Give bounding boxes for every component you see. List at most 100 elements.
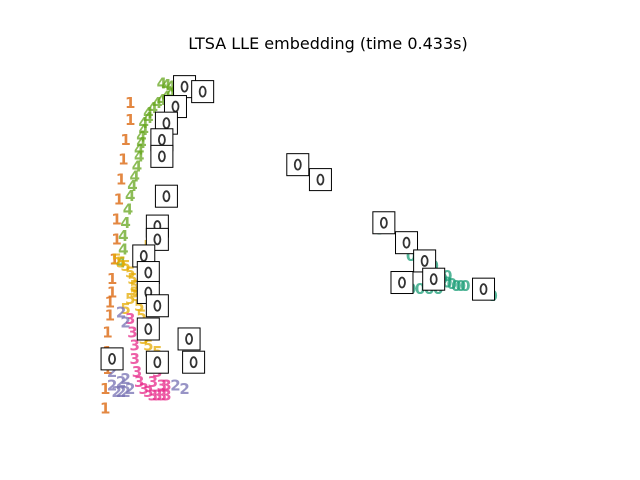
digit-thumbnail	[286, 153, 310, 177]
point-digit-4: 4	[134, 141, 144, 159]
point-digit-4: 4	[166, 84, 176, 102]
point-digit-3: 3	[148, 373, 158, 391]
thumbnail-digit-glyph	[420, 255, 429, 267]
point-digit-5: 5	[129, 277, 139, 295]
thumbnail-digit-glyph	[479, 283, 488, 296]
digit-thumbnail	[308, 168, 332, 192]
point-digit-1: 1	[114, 191, 124, 209]
thumbnail-digit-glyph	[185, 333, 193, 345]
point-digit-4: 4	[136, 134, 146, 152]
point-digit-4: 4	[129, 167, 139, 185]
point-digit-1: 1	[125, 111, 135, 129]
point-digit-1: 1	[102, 323, 112, 341]
point-digit-5: 5	[111, 250, 121, 268]
thumbnail-digit-glyph	[398, 276, 406, 289]
thumbnail-digit-glyph	[162, 117, 171, 130]
point-digit-1: 1	[111, 230, 121, 248]
digit-thumbnail	[145, 350, 169, 374]
point-digit-1: 1	[118, 151, 128, 169]
thumbnail-digit-glyph	[153, 299, 162, 312]
point-digit-4: 4	[136, 127, 146, 145]
digit-thumbnails-layer	[100, 75, 496, 374]
point-digit-2: 2	[116, 383, 126, 401]
digit-thumbnail	[136, 261, 160, 285]
point-digit-0: 0	[415, 280, 425, 298]
point-digit-0: 0	[406, 247, 416, 265]
point-digit-1: 1	[125, 94, 135, 112]
point-digit-4: 4	[118, 240, 128, 258]
point-digit-3: 3	[157, 386, 167, 404]
point-digit-2: 2	[120, 383, 130, 401]
thumbnail-digit-glyph	[316, 173, 325, 186]
point-digit-3: 3	[139, 380, 149, 398]
thumbnail-digit-glyph	[144, 266, 153, 279]
digit-thumbnail	[154, 184, 178, 208]
point-digit-2: 2	[120, 313, 130, 331]
point-digit-3: 3	[161, 386, 171, 404]
point-digit-5: 5	[120, 257, 130, 275]
point-digit-0: 0	[447, 275, 457, 293]
point-digit-3: 3	[129, 350, 139, 368]
point-digit-3: 3	[152, 386, 162, 404]
digit-thumbnail	[422, 267, 446, 291]
point-digit-4: 4	[123, 200, 133, 218]
point-digit-3: 3	[157, 376, 167, 394]
thumbnail-digit-glyph	[171, 100, 180, 113]
point-digit-3: 3	[132, 363, 142, 381]
point-digit-4: 4	[152, 94, 162, 112]
point-digit-3: 3	[125, 310, 135, 328]
thumbnail-digit-glyph	[157, 133, 166, 146]
point-digit-5: 5	[134, 297, 144, 315]
digit-thumbnail	[177, 327, 201, 351]
point-digit-2: 2	[116, 373, 126, 391]
point-digit-4: 4	[125, 187, 135, 205]
digit-thumbnail	[182, 350, 206, 374]
point-digit-5: 5	[129, 283, 139, 301]
point-digit-0: 0	[456, 277, 466, 295]
thumbnail-digit-glyph	[402, 236, 411, 249]
point-digit-0: 0	[442, 267, 452, 285]
point-digit-1: 1	[107, 270, 117, 288]
point-digit-2: 2	[120, 370, 130, 388]
point-digit-4: 4	[116, 254, 126, 272]
point-digit-4: 4	[143, 104, 153, 122]
point-digit-4: 4	[120, 214, 130, 232]
thumbnail-digit-glyph	[198, 85, 207, 98]
digit-thumbnail	[100, 347, 124, 371]
thumbnail-digit-glyph	[153, 233, 162, 246]
point-digit-5: 5	[120, 300, 130, 318]
point-digit-4: 4	[134, 147, 144, 165]
point-digit-5: 5	[116, 254, 126, 272]
point-digit-5: 5	[125, 264, 135, 282]
digit-thumbnail	[191, 80, 215, 104]
thumbnail-digit-glyph	[157, 150, 166, 163]
point-digit-2: 2	[116, 303, 126, 321]
thumbnail-digit-glyph	[379, 216, 388, 229]
chart-title: LTSA LLE embedding (time 0.433s)	[188, 34, 468, 53]
point-digit-4: 4	[148, 99, 158, 117]
digit-thumbnail	[472, 277, 496, 301]
thumbnail-digit-glyph	[180, 80, 189, 93]
point-digit-2: 2	[111, 383, 121, 401]
point-digit-1: 1	[111, 210, 121, 228]
point-digit-3: 3	[143, 383, 153, 401]
point-digit-2: 2	[179, 380, 189, 398]
point-digit-4: 4	[166, 78, 176, 96]
point-digit-0: 0	[460, 277, 470, 295]
point-digit-3: 3	[129, 337, 139, 355]
point-digit-2: 2	[125, 380, 135, 398]
point-digit-3: 3	[134, 373, 144, 391]
thumbnail-digit-glyph	[153, 356, 162, 369]
point-digit-1: 1	[100, 400, 110, 418]
point-digit-1: 1	[100, 380, 110, 398]
point-digit-5: 5	[136, 307, 146, 325]
point-digit-1: 1	[107, 283, 117, 301]
point-digit-5: 5	[125, 290, 135, 308]
thumbnail-digit-glyph	[293, 158, 302, 171]
point-digit-4: 4	[143, 109, 153, 127]
thumbnail-digit-glyph	[108, 352, 116, 365]
point-digit-1: 1	[105, 293, 115, 311]
digit-thumbnail	[145, 294, 169, 318]
thumbnail-digit-glyph	[429, 273, 438, 286]
